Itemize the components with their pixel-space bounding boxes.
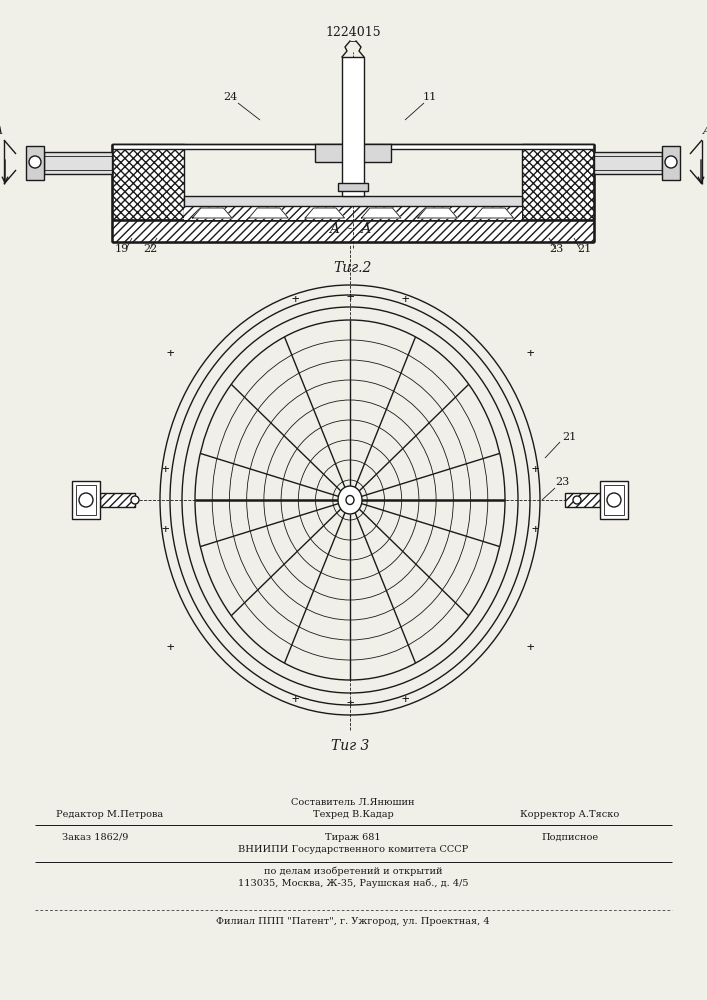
Ellipse shape xyxy=(338,486,362,514)
Text: 22: 22 xyxy=(143,244,157,254)
Polygon shape xyxy=(474,208,513,218)
Text: A: A xyxy=(703,126,707,136)
Text: Корректор А.Тяско: Корректор А.Тяско xyxy=(520,810,619,819)
Text: Τиг.2: Τиг.2 xyxy=(334,261,372,275)
Text: 24: 24 xyxy=(223,92,237,102)
Circle shape xyxy=(573,496,581,504)
Bar xyxy=(600,481,628,519)
Text: +: + xyxy=(166,347,174,360)
Text: +: + xyxy=(402,694,409,706)
Bar xyxy=(594,152,662,174)
Text: Τиг 3: Τиг 3 xyxy=(331,739,369,753)
Text: 1224015: 1224015 xyxy=(325,25,381,38)
Text: 23: 23 xyxy=(555,477,569,487)
Bar xyxy=(184,206,522,220)
Text: 113035, Москва, Ж-35, Раушская наб., д. 4/5: 113035, Москва, Ж-35, Раушская наб., д. … xyxy=(238,879,468,888)
Text: +: + xyxy=(346,290,354,304)
Bar xyxy=(112,144,184,220)
Bar xyxy=(315,144,391,162)
Polygon shape xyxy=(192,208,232,218)
Text: 23: 23 xyxy=(549,244,563,254)
Text: +: + xyxy=(161,464,169,477)
Text: 19: 19 xyxy=(115,244,129,254)
Text: по делам изобретений и открытий: по делам изобретений и открытий xyxy=(264,866,443,876)
Bar xyxy=(112,220,594,242)
Bar xyxy=(44,156,112,170)
Text: +: + xyxy=(402,294,409,306)
Text: +: + xyxy=(531,464,539,477)
Bar xyxy=(76,485,96,515)
Text: 21: 21 xyxy=(577,244,591,254)
Text: ВНИИПИ Государственного комитета СССР: ВНИИПИ Государственного комитета СССР xyxy=(238,845,468,854)
Bar xyxy=(604,485,624,515)
Bar xyxy=(112,144,594,149)
Polygon shape xyxy=(249,208,288,218)
Bar xyxy=(342,57,364,196)
Text: Филиал ППП "Патент", г. Ужгород, ул. Проектная, 4: Филиал ППП "Патент", г. Ужгород, ул. Про… xyxy=(216,917,490,926)
Text: +: + xyxy=(161,524,169,536)
Bar xyxy=(44,152,112,174)
Text: Заказ 1862/9: Заказ 1862/9 xyxy=(62,833,128,842)
Bar xyxy=(594,156,662,170)
Text: Тираж 681: Тираж 681 xyxy=(325,833,381,842)
Ellipse shape xyxy=(346,495,354,504)
Bar xyxy=(565,493,600,507)
Bar xyxy=(662,146,680,180)
Text: Составитель Л.Янюшин: Составитель Л.Янюшин xyxy=(291,798,415,807)
Text: +: + xyxy=(526,347,534,360)
Text: +: + xyxy=(166,641,174,654)
Text: Редактор М.Петрова: Редактор М.Петрова xyxy=(57,810,163,819)
Circle shape xyxy=(29,156,41,168)
Circle shape xyxy=(131,496,139,504)
Text: A: A xyxy=(0,126,3,136)
Bar xyxy=(100,493,135,507)
Circle shape xyxy=(665,156,677,168)
Bar xyxy=(338,183,368,191)
Bar xyxy=(522,144,594,220)
Bar xyxy=(26,146,44,180)
Text: +: + xyxy=(346,696,354,710)
Polygon shape xyxy=(305,208,344,218)
Polygon shape xyxy=(418,208,457,218)
Circle shape xyxy=(607,493,621,507)
Text: A  -  A: A - A xyxy=(329,222,371,236)
Text: +: + xyxy=(526,641,534,654)
Text: Подписное: Подписное xyxy=(542,833,599,842)
Bar xyxy=(72,481,100,519)
Polygon shape xyxy=(361,208,401,218)
Bar xyxy=(184,196,522,206)
Circle shape xyxy=(79,493,93,507)
Text: +: + xyxy=(291,694,299,706)
Text: 21: 21 xyxy=(562,432,576,442)
Text: 11: 11 xyxy=(423,92,437,102)
Text: +: + xyxy=(291,294,299,306)
Text: Техред В.Кадар: Техред В.Кадар xyxy=(312,810,393,819)
Text: +: + xyxy=(531,524,539,536)
